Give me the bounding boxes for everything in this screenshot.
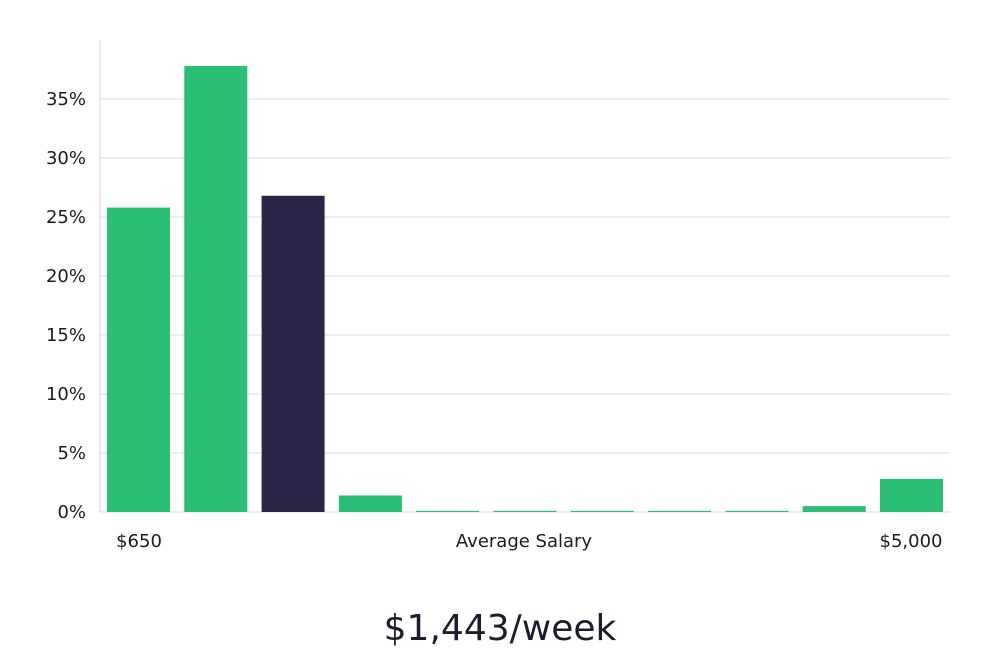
bar-8 bbox=[725, 510, 789, 512]
y-tick-label-2: 10% bbox=[46, 384, 86, 405]
x-end-label: $5,000 bbox=[880, 531, 943, 552]
bar-6 bbox=[570, 510, 634, 512]
y-tick-labels: 0% 5% 10% 15% 20% 25% 30% 35% bbox=[46, 89, 86, 523]
bar-4 bbox=[416, 510, 480, 512]
average-salary-headline: $1,443/week bbox=[383, 608, 617, 649]
y-tick-label-5: 25% bbox=[46, 207, 86, 228]
x-start-label: $650 bbox=[116, 531, 162, 552]
bar-5 bbox=[493, 510, 557, 512]
bar-1 bbox=[184, 65, 248, 513]
salary-histogram: 0% 5% 10% 15% 20% 25% 30% 35% $650 Average Sala… bbox=[46, 40, 950, 552]
bar-3 bbox=[338, 495, 402, 512]
y-tick-label-7: 35% bbox=[46, 89, 86, 110]
y-tick-label-1: 5% bbox=[57, 443, 86, 464]
y-tick-label-6: 30% bbox=[46, 148, 86, 169]
y-tick-label-3: 15% bbox=[46, 325, 86, 346]
bar-10 bbox=[880, 478, 943, 512]
bar-9 bbox=[802, 506, 866, 512]
bar-0 bbox=[107, 207, 170, 512]
y-tick-label-0: 0% bbox=[57, 502, 86, 523]
bar-7 bbox=[648, 510, 712, 512]
bars bbox=[107, 65, 943, 513]
x-axis-title: Average Salary bbox=[456, 531, 593, 552]
bar-highlighted-2 bbox=[261, 195, 325, 512]
y-tick-label-4: 20% bbox=[46, 266, 86, 287]
